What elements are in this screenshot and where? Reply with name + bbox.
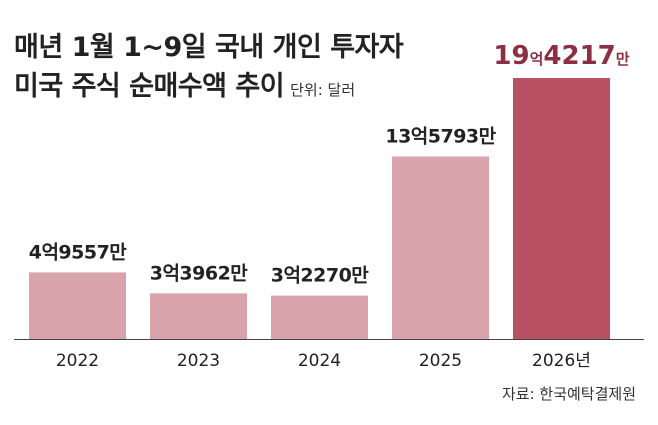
unit-label: 단위: 달러: [290, 81, 356, 99]
chart-title: 매년 1월 1~9일 국내 개인 투자자 미국 주식 순매수액 추이 단위: 달러: [14, 28, 404, 110]
tick-label-3: 2025: [419, 351, 462, 371]
tick-label-4: 2026년: [532, 351, 591, 371]
value-label-0-part-0: 4억9557만: [29, 241, 128, 263]
value-label-4-part-1: 억: [530, 50, 544, 68]
value-label-0: 4억9557만: [29, 241, 128, 263]
value-label-2-part-0: 3억2270만: [271, 265, 370, 287]
title-line-1: 매년 1월 1~9일 국내 개인 투자자: [14, 32, 404, 63]
value-label-3: 13억5793만: [385, 126, 496, 148]
tick-label-0: 2022: [56, 351, 99, 371]
title-line-2-text: 미국 주식 순매수액 추이: [14, 71, 285, 102]
value-label-4-part-0: 19: [493, 41, 529, 71]
tick-label-1: 2023: [177, 351, 220, 371]
bar-3: [392, 156, 489, 339]
title-line-2: 미국 주식 순매수액 추이 단위: 달러: [14, 67, 403, 110]
value-label-2: 3억2270만: [271, 265, 370, 287]
bar-4: [513, 78, 610, 339]
value-label-4-part-3: 만: [616, 50, 630, 68]
bar-2: [271, 295, 368, 339]
bar-0: [29, 272, 126, 339]
value-label-3-part-0: 13억5793만: [385, 126, 496, 148]
tick-label-2: 2024: [298, 351, 341, 371]
value-label-1: 3억3962만: [150, 262, 249, 284]
value-label-4-part-2: 4217: [543, 41, 615, 71]
source-note: 자료: 한국예탁결제원: [501, 385, 636, 403]
value-label-1-part-0: 3억3962만: [150, 262, 249, 284]
bar-1: [150, 293, 247, 339]
value-label-4: 19억4217만: [493, 41, 629, 71]
